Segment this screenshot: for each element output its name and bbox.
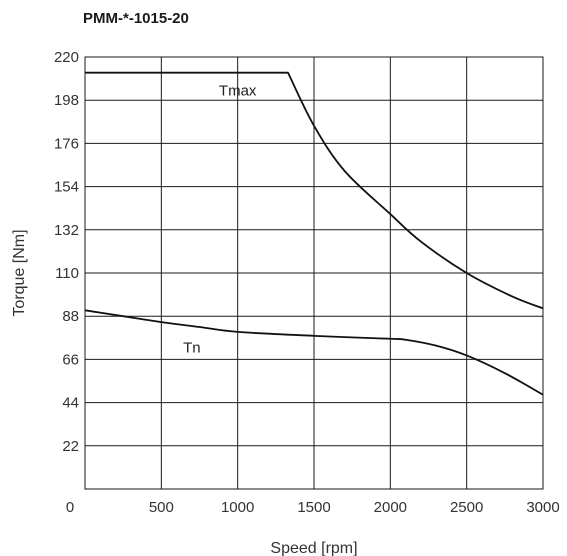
x-tick-label: 500: [149, 499, 174, 516]
grid: [85, 57, 543, 489]
x-tick-label: 2000: [374, 499, 407, 516]
series-label-tmax: Tmax: [219, 82, 257, 99]
y-tick-label: 22: [62, 438, 79, 455]
x-axis-label: Speed [rpm]: [270, 540, 357, 556]
series-line-tmax: [85, 71, 544, 310]
y-tick-label: 132: [54, 222, 79, 239]
plot-frame: [84, 56, 544, 490]
series: Tmax Tn: [84, 71, 544, 396]
y-tick-label: 176: [54, 135, 79, 152]
x-tick-label: 1000: [221, 499, 254, 516]
origin-tick-label: 0: [66, 499, 74, 516]
y-tick-label: 44: [62, 395, 79, 412]
chart-title: PMM-*-1015-20: [83, 10, 189, 27]
y-tick-label: 198: [54, 92, 79, 109]
y-tick-label: 154: [54, 179, 79, 196]
y-axis-label: Torque [Nm]: [11, 229, 28, 316]
series-line-tn: [84, 309, 544, 396]
y-tick-label: 88: [62, 308, 79, 325]
y-tick-label: 110: [55, 265, 79, 282]
series-label-tn: Tn: [183, 340, 201, 357]
x-tick-label: 3000: [526, 499, 559, 516]
y-tick-label: 220: [54, 49, 79, 66]
tick-labels: 0 500 1000 1500 2000 2500 3000 220 198 176 154 132 1…: [54, 49, 560, 516]
x-tick-label: 2500: [450, 499, 483, 516]
x-tick-label: 1500: [297, 499, 330, 516]
y-tick-label: 66: [62, 351, 79, 368]
